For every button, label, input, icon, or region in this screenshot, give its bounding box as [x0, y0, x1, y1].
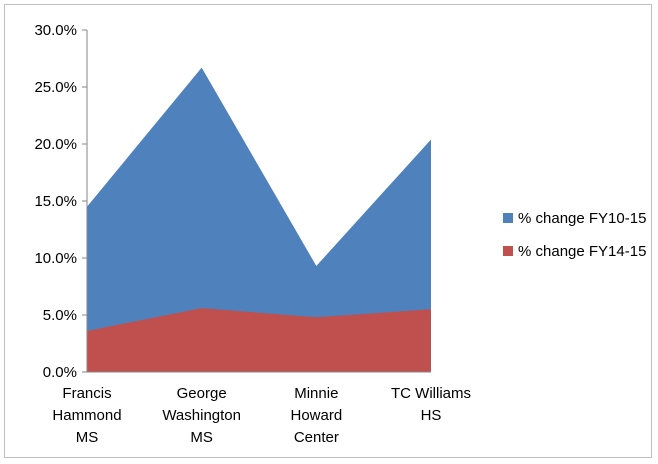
- y-tick-label: 20.0%: [34, 136, 77, 153]
- y-tick-label: 5.0%: [43, 307, 77, 324]
- legend-swatch-2: [503, 246, 513, 256]
- area-series-2: [87, 308, 431, 372]
- x-tick-label: TC Williams HS: [391, 385, 471, 424]
- y-tick-label: 15.0%: [34, 193, 77, 210]
- legend-label-2: % change FY14-15: [518, 243, 646, 260]
- y-tick-label: 30.0%: [34, 22, 77, 39]
- area-series-1: [87, 67, 431, 373]
- x-tick-label: Francis Hammond MS: [52, 385, 121, 446]
- x-axis-ticks: Francis Hammond MS George Washington MS Minnie…: [52, 385, 471, 446]
- legend-swatch-1: [503, 213, 513, 223]
- x-tick-label: Minnie Howard Center: [290, 385, 342, 446]
- legend-label-1: % change FY10-15: [518, 210, 646, 227]
- x-tick-label: George Washington MS: [162, 385, 241, 446]
- y-tick-label: 25.0%: [34, 79, 77, 96]
- y-axis-ticks: 0.0% 5.0% 10.0% 15.0% 20.0% 25.0% 30.0%: [34, 22, 87, 381]
- y-tick-label: 10.0%: [34, 250, 77, 267]
- legend: % change FY10-15 % change FY14-15: [503, 210, 646, 260]
- plot-areas: [87, 67, 431, 373]
- y-tick-label: 0.0%: [43, 364, 77, 381]
